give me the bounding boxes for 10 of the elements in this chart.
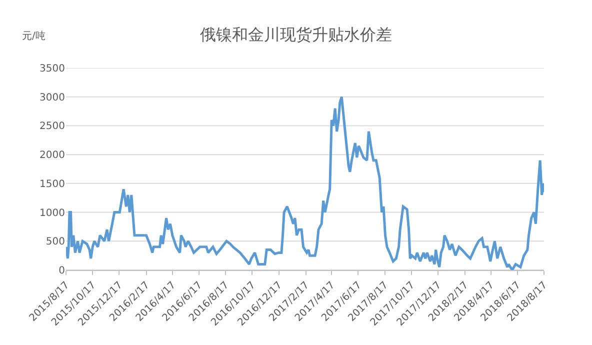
y-tick-label: 500 xyxy=(46,236,65,248)
y-tick-label: 1000 xyxy=(40,208,65,219)
y-tick-label: 1500 xyxy=(40,178,65,190)
y-tick-label: 2500 xyxy=(40,121,65,132)
chart-title: 俄镍和金川现货升贴水价差 xyxy=(200,25,392,44)
y-tick-label: 3500 xyxy=(40,64,65,74)
y-tick-label: 0 xyxy=(58,266,65,276)
y-tick-label: 2000 xyxy=(40,150,65,162)
y-tick-label: 3000 xyxy=(40,92,65,104)
y-axis-title: 元/吨 xyxy=(22,30,46,42)
